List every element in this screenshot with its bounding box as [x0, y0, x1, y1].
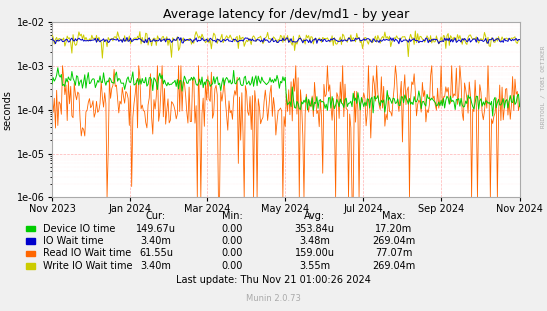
Text: 353.84u: 353.84u [294, 224, 335, 234]
Text: 17.20m: 17.20m [375, 224, 412, 234]
Text: Munin 2.0.73: Munin 2.0.73 [246, 294, 301, 303]
Text: 3.40m: 3.40m [141, 236, 171, 246]
Text: 3.40m: 3.40m [141, 261, 171, 271]
Text: 159.00u: 159.00u [294, 248, 335, 258]
Text: Read IO Wait time: Read IO Wait time [43, 248, 131, 258]
Text: 0.00: 0.00 [222, 248, 243, 258]
Text: Avg:: Avg: [304, 211, 325, 221]
Text: 61.55u: 61.55u [139, 248, 173, 258]
Text: 3.48m: 3.48m [299, 236, 330, 246]
Text: RRDTOOL / TOBI OETIKER: RRDTOOL / TOBI OETIKER [541, 46, 546, 128]
Text: 3.55m: 3.55m [299, 261, 330, 271]
Y-axis label: seconds: seconds [3, 90, 13, 130]
Text: Max:: Max: [382, 211, 405, 221]
Text: 0.00: 0.00 [222, 236, 243, 246]
Text: 77.07m: 77.07m [375, 248, 412, 258]
Text: 0.00: 0.00 [222, 261, 243, 271]
Text: 149.67u: 149.67u [136, 224, 176, 234]
Text: 0.00: 0.00 [222, 224, 243, 234]
Text: 269.04m: 269.04m [372, 261, 416, 271]
Text: Min:: Min: [222, 211, 243, 221]
Text: IO Wait time: IO Wait time [43, 236, 103, 246]
Text: Cur:: Cur: [146, 211, 166, 221]
Title: Average latency for /dev/md1 - by year: Average latency for /dev/md1 - by year [162, 7, 409, 21]
Text: 269.04m: 269.04m [372, 236, 416, 246]
Text: Device IO time: Device IO time [43, 224, 115, 234]
Text: Write IO Wait time: Write IO Wait time [43, 261, 132, 271]
Text: Last update: Thu Nov 21 01:00:26 2024: Last update: Thu Nov 21 01:00:26 2024 [176, 275, 371, 285]
